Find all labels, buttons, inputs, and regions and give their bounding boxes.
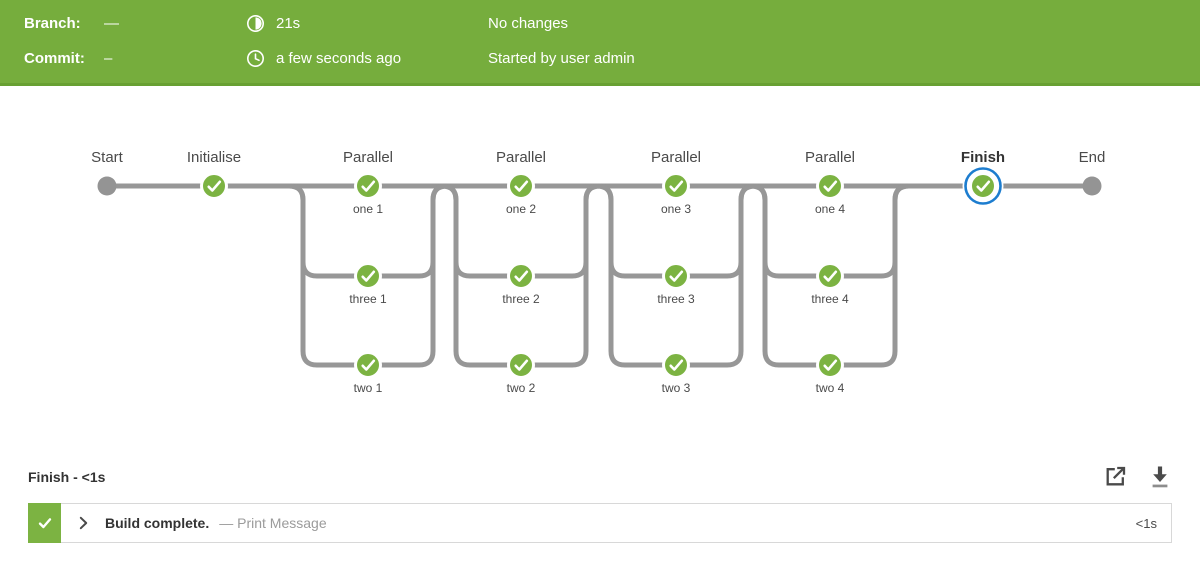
time-column: 21s a few seconds ago (246, 0, 488, 83)
check-icon (976, 180, 991, 192)
branch-label: one 3 (661, 202, 691, 216)
check-icon (669, 359, 684, 371)
start-node[interactable] (97, 176, 117, 196)
branch-label: one 4 (815, 202, 845, 216)
started-by-text: Started by user admin (488, 49, 635, 67)
node-three-1[interactable] (354, 262, 382, 290)
check-icon (514, 359, 529, 371)
chevron-right-icon[interactable] (74, 514, 92, 532)
node-three-2[interactable] (507, 262, 535, 290)
check-icon (669, 180, 684, 192)
changes-text: No changes (488, 14, 569, 32)
check-icon (207, 180, 222, 192)
node-two-2[interactable] (507, 351, 535, 379)
log-step-row[interactable]: Build complete. — Print Message <1s (28, 503, 1172, 543)
node-one-4[interactable] (816, 172, 844, 200)
check-icon (361, 180, 376, 192)
branch-label: one 1 (353, 202, 383, 216)
node-two-4[interactable] (816, 351, 844, 379)
pipeline-graph: Start Initialise one 1 three 1 two 1 Parallel… (0, 86, 1200, 418)
run-time-ago: a few seconds ago (276, 49, 402, 67)
check-icon (361, 270, 376, 282)
download-icon[interactable] (1147, 464, 1172, 489)
open-in-new-icon[interactable] (1103, 464, 1128, 489)
stage-label: Start (91, 149, 124, 166)
node-one-3[interactable] (662, 172, 690, 200)
timer-icon (246, 14, 265, 33)
commit-value: – (104, 49, 113, 67)
check-icon (361, 359, 376, 371)
clock-icon (246, 49, 265, 68)
step-title: Build complete. (105, 515, 210, 531)
step-type: — Print Message (219, 515, 327, 531)
stage-label: Initialise (187, 149, 241, 166)
branch-commit-column: Branch: — Commit: – (0, 0, 246, 83)
info-column: No changes Started by user admin (488, 0, 1200, 83)
end-node[interactable] (1082, 176, 1102, 196)
node-initialise[interactable] (200, 172, 228, 200)
check-icon (514, 180, 529, 192)
stage-label: End (1079, 149, 1106, 166)
stage-label: Parallel (496, 149, 546, 166)
step-status-check-icon (28, 503, 61, 543)
run-duration: 21s (276, 14, 301, 32)
node-two-3[interactable] (662, 351, 690, 379)
stage-label: Finish (961, 149, 1005, 166)
stage-label: Parallel (343, 149, 393, 166)
branch-label: two 3 (662, 381, 691, 395)
check-icon (669, 270, 684, 282)
branch-label: one 2 (506, 202, 536, 216)
branch-label: three 3 (657, 292, 695, 306)
step-duration: <1s (1135, 515, 1157, 531)
branch-label: three 2 (502, 292, 540, 306)
check-icon (823, 359, 838, 371)
result-bar: Finish - <1s (28, 463, 1172, 490)
result-actions (1103, 464, 1172, 489)
node-two-1[interactable] (354, 351, 382, 379)
node-finish[interactable] (969, 172, 997, 200)
result-title: Finish - <1s (28, 468, 106, 485)
branch-label: two 1 (354, 381, 383, 395)
check-icon (823, 270, 838, 282)
node-three-3[interactable] (662, 262, 690, 290)
branch-label: three 1 (349, 292, 387, 306)
stage-label: Parallel (651, 149, 701, 166)
branch-label: three 4 (811, 292, 849, 306)
node-three-4[interactable] (816, 262, 844, 290)
stage-label: Parallel (805, 149, 855, 166)
branch-label: Branch: (24, 14, 81, 32)
run-header: Branch: — Commit: – 21s a (0, 0, 1200, 86)
check-icon (514, 270, 529, 282)
branch-label: two 4 (816, 381, 845, 395)
commit-label: Commit: (24, 49, 85, 67)
node-one-1[interactable] (354, 172, 382, 200)
node-one-2[interactable] (507, 172, 535, 200)
branch-label: two 2 (507, 381, 536, 395)
branch-value: — (104, 14, 119, 32)
selected-node-ring (964, 167, 1002, 205)
check-icon (823, 180, 838, 192)
